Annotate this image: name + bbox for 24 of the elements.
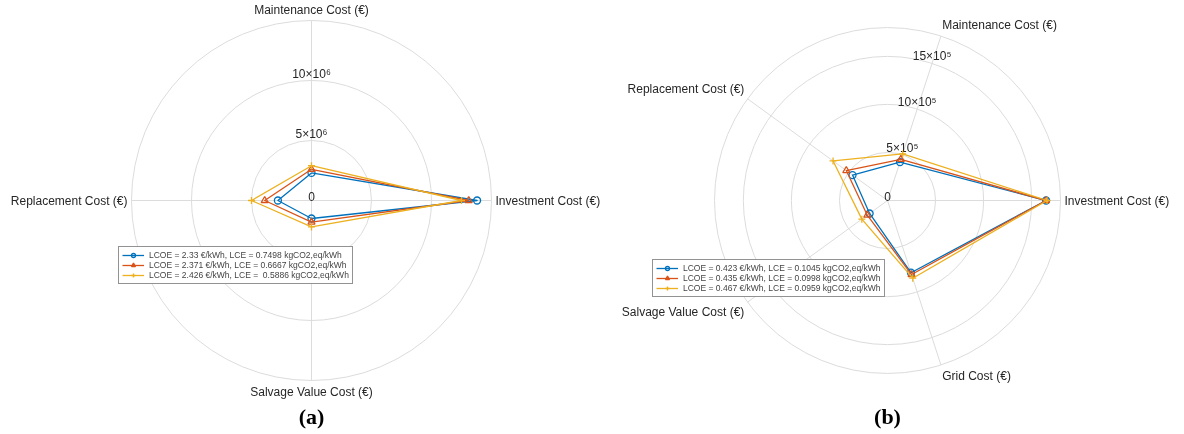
spoke-label: Replacement Cost (€) bbox=[10, 193, 128, 208]
spoke-label: Salvage Value Cost (€) bbox=[250, 384, 373, 399]
y-tick-label: 0 bbox=[884, 189, 892, 204]
spoke-label: Maintenance Cost (€) bbox=[254, 2, 369, 17]
y-tick-label: 5×10⁵ bbox=[886, 140, 919, 155]
spoke-label: Investment Cost (€) bbox=[1064, 193, 1170, 208]
legend-label: LCOE = 0.467 €/kWh, LCE = 0.0959 kgCO2,eq/kWh bbox=[683, 283, 881, 293]
text: (a) bbox=[298, 403, 325, 429]
legend-label: LCOE = 2.426 €/kWh, LCE = 0.5886 kgCO2,eq/kWh bbox=[149, 270, 349, 280]
y-tick-label: 0 bbox=[308, 189, 316, 204]
spoke-label: Maintenance Cost (€) bbox=[942, 18, 1057, 33]
spoke-label: Replacement Cost (€) bbox=[627, 82, 745, 97]
text: (b) bbox=[874, 403, 901, 429]
legend-label: LCOE = 2.33 €/kWh, LCE = 0.7498 kgCO2,eq/kWh bbox=[149, 250, 342, 260]
spoke-label: Salvage Value Cost (€) bbox=[621, 304, 745, 319]
y-tick-label: 5×10⁶ bbox=[295, 126, 328, 141]
legend-label: LCOE = 2.371 €/kWh, LCE = 0.6667 kgCO2,eq/kWh bbox=[149, 260, 347, 270]
legend-label: LCOE = 0.435 €/kWh, LCE = 0.0998 kgCO2,eq/kWh bbox=[683, 273, 881, 283]
spoke-label: Investment Cost (€) bbox=[495, 193, 601, 208]
y-tick-label: 10×10⁶ bbox=[292, 66, 331, 81]
y-tick-label: 10×10⁵ bbox=[897, 95, 937, 110]
legend-label: LCOE = 0.423 €/kWh, LCE = 0.1045 kgCO2,eq/kWh bbox=[683, 263, 881, 273]
y-tick-label: 15×10⁵ bbox=[912, 49, 952, 64]
spoke-label: Grid Cost (€) bbox=[942, 368, 1011, 383]
